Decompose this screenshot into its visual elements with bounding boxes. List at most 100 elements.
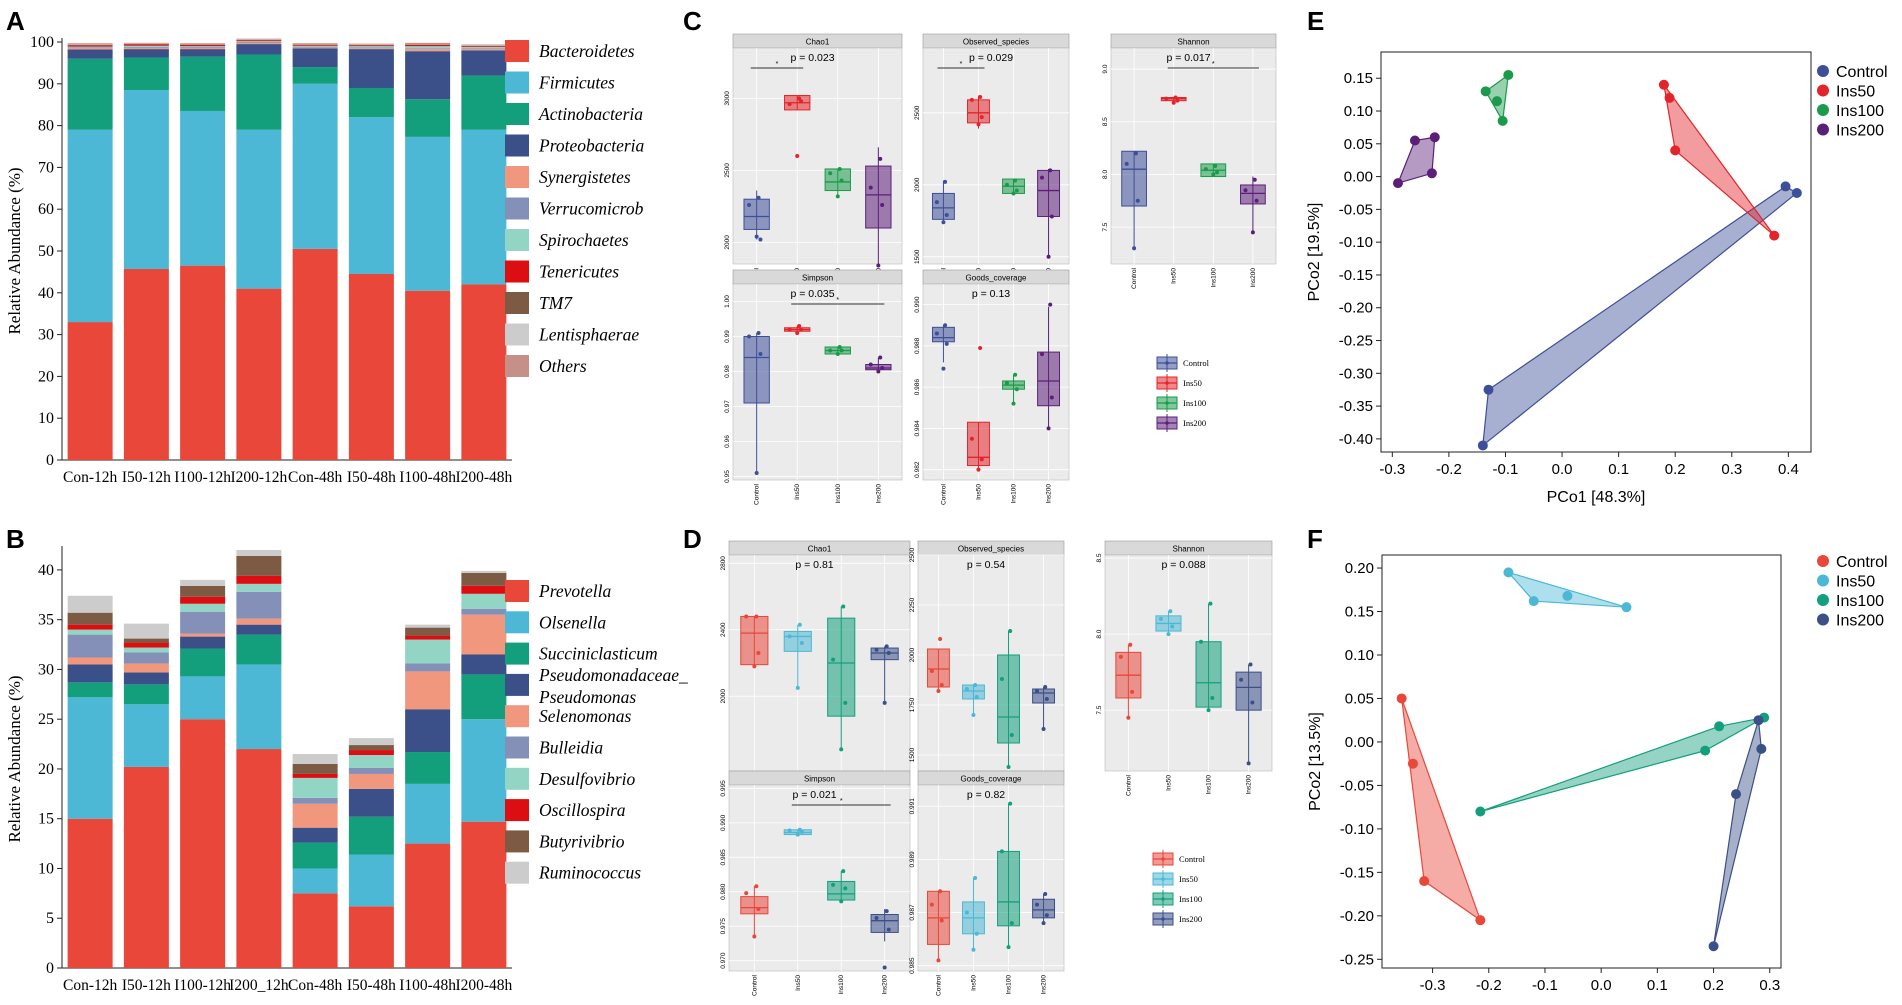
D-data-point	[787, 828, 792, 833]
F-point-ins50	[1562, 590, 1573, 601]
E-legend-marker	[1817, 65, 1829, 77]
A-bar-segment-synergistetes	[180, 47, 226, 50]
C-data-point	[979, 457, 984, 462]
D-facet-title: Observed_species	[958, 545, 1024, 554]
C-data-point	[941, 366, 946, 371]
B-legend-label: Prevotella	[538, 581, 611, 601]
F-point-control	[1396, 693, 1407, 704]
A-bar-segment-synergistetes	[67, 48, 113, 50]
B-legend-swatch	[505, 799, 529, 822]
C-data-point	[1048, 168, 1053, 173]
D-x-label: Ins200	[882, 975, 889, 995]
A-bar-segment-proteobacteria	[292, 48, 338, 68]
D-facet-title: Chao1	[808, 545, 832, 554]
D-data-point	[1158, 616, 1163, 621]
A-bar-segment-actinobacteria	[123, 57, 169, 91]
B-bar-segment-pseudomonadaceae-pseudomonas	[461, 654, 507, 675]
D-ytick-label: 1500	[909, 747, 916, 762]
B-legend-swatch	[505, 580, 529, 602]
C-legend-dot	[1165, 401, 1169, 405]
C-data-point	[1039, 175, 1044, 180]
A-ytick-label: 70	[38, 159, 54, 176]
E-ytick-label: -0.40	[1339, 431, 1373, 448]
D-facet-title: Shannon	[1172, 545, 1204, 554]
C-facet-title: Chao1	[806, 38, 830, 47]
A-legend-label: TM7	[539, 293, 573, 313]
F-point-ins50	[1528, 596, 1539, 607]
F-hull-ins200	[1712, 720, 1762, 947]
D-data-point	[1128, 642, 1133, 647]
C-data-point	[795, 331, 800, 335]
B-bar-segment-succiniclasticum	[461, 674, 507, 720]
A-category-label: I200-12h	[230, 469, 287, 486]
B-bar-segment-oscillospira	[405, 635, 451, 640]
B-legend-swatch	[505, 611, 529, 634]
A-legend-swatch	[505, 229, 529, 251]
C-ytick-label: 1500	[914, 249, 921, 264]
C-data-point	[758, 237, 763, 242]
A-bar-segment-firmicutes	[348, 117, 394, 274]
D-data-point	[882, 700, 887, 705]
B-bar-segment-ruminococcus	[405, 624, 451, 628]
C-data-point	[756, 331, 761, 335]
B-bar-segment-ruminococcus	[67, 595, 113, 613]
C-ytick-label: 0.98	[724, 365, 731, 378]
A-bar-segment-others	[405, 42, 451, 45]
C-data-point	[1243, 188, 1248, 193]
C-data-point	[797, 324, 802, 328]
F-ytick-label: 0.15	[1345, 604, 1374, 621]
B-bar-segment-oscillospira	[67, 624, 113, 630]
C-data-point	[878, 156, 883, 161]
F-legend-marker	[1817, 574, 1829, 587]
B-bar-segment-pseudomonadaceae-pseudomonas	[180, 636, 226, 649]
C-ytick-label: 7.5	[1102, 222, 1109, 231]
C-data-point	[1039, 352, 1044, 357]
C-p-value: p = 0.023	[790, 52, 834, 64]
D-legend-dot	[1161, 917, 1165, 921]
D-data-point	[936, 958, 941, 963]
F-xtick-label: 0.1	[1647, 977, 1668, 994]
C-legend-dot	[1165, 421, 1169, 425]
C-p-value: p = 0.035	[790, 288, 834, 300]
A-bar-segment-synergistetes	[123, 47, 169, 50]
E-point-ins100	[1480, 86, 1491, 97]
C-ytick-label: 8.5	[1102, 117, 1109, 126]
A-bar-segment-verrucomicrob	[461, 48, 507, 50]
D-ytick-label: 2500	[909, 547, 916, 562]
A-ytick-label: 90	[38, 76, 54, 93]
A-bar-segment-proteobacteria	[405, 51, 451, 100]
B-ytick-label: 35	[38, 612, 54, 629]
D-data-point	[1250, 700, 1255, 705]
D-data-point	[938, 637, 943, 641]
E-point-control	[1477, 440, 1488, 451]
C-data-point	[978, 345, 983, 350]
B-bar-segment-olsenella	[236, 664, 282, 750]
E-legend-marker	[1817, 123, 1829, 136]
D-legend-label: Control	[1179, 854, 1206, 864]
C-data-point	[839, 178, 844, 183]
B-legend-label: Ruminococcus	[538, 863, 641, 883]
panel-letter-F: F	[1307, 524, 1323, 554]
D-data-point	[874, 915, 879, 920]
C-box-control	[931, 192, 955, 220]
D-ytick-label: 0.989	[909, 851, 916, 868]
F-ytick-label: -0.05	[1340, 777, 1374, 794]
C-data-point	[837, 166, 842, 171]
A-bar-segment-tenericutes	[348, 45, 394, 47]
D-data-point	[1034, 902, 1039, 907]
D-ytick-label: 7.5	[1096, 705, 1103, 714]
D-data-point	[1199, 639, 1204, 644]
D-box-ins50	[783, 630, 812, 652]
D-ytick-label: 0.987	[909, 904, 916, 921]
B-bar-segment-selenomonas	[348, 773, 394, 789]
C-ytick-label: 0.990	[914, 296, 921, 313]
B-bar-segment-pseudomonadaceae-pseudomonas	[405, 709, 451, 753]
A-bar-segment-tenericutes	[123, 44, 169, 46]
E-point-control	[1791, 187, 1802, 198]
C-data-point	[1215, 170, 1220, 175]
A-legend-swatch	[505, 134, 529, 157]
D-x-label: Ins100	[1206, 775, 1213, 795]
B-ytick-label: 15	[38, 811, 54, 828]
C-data-point	[1132, 246, 1137, 251]
A-legend-swatch	[505, 166, 529, 188]
